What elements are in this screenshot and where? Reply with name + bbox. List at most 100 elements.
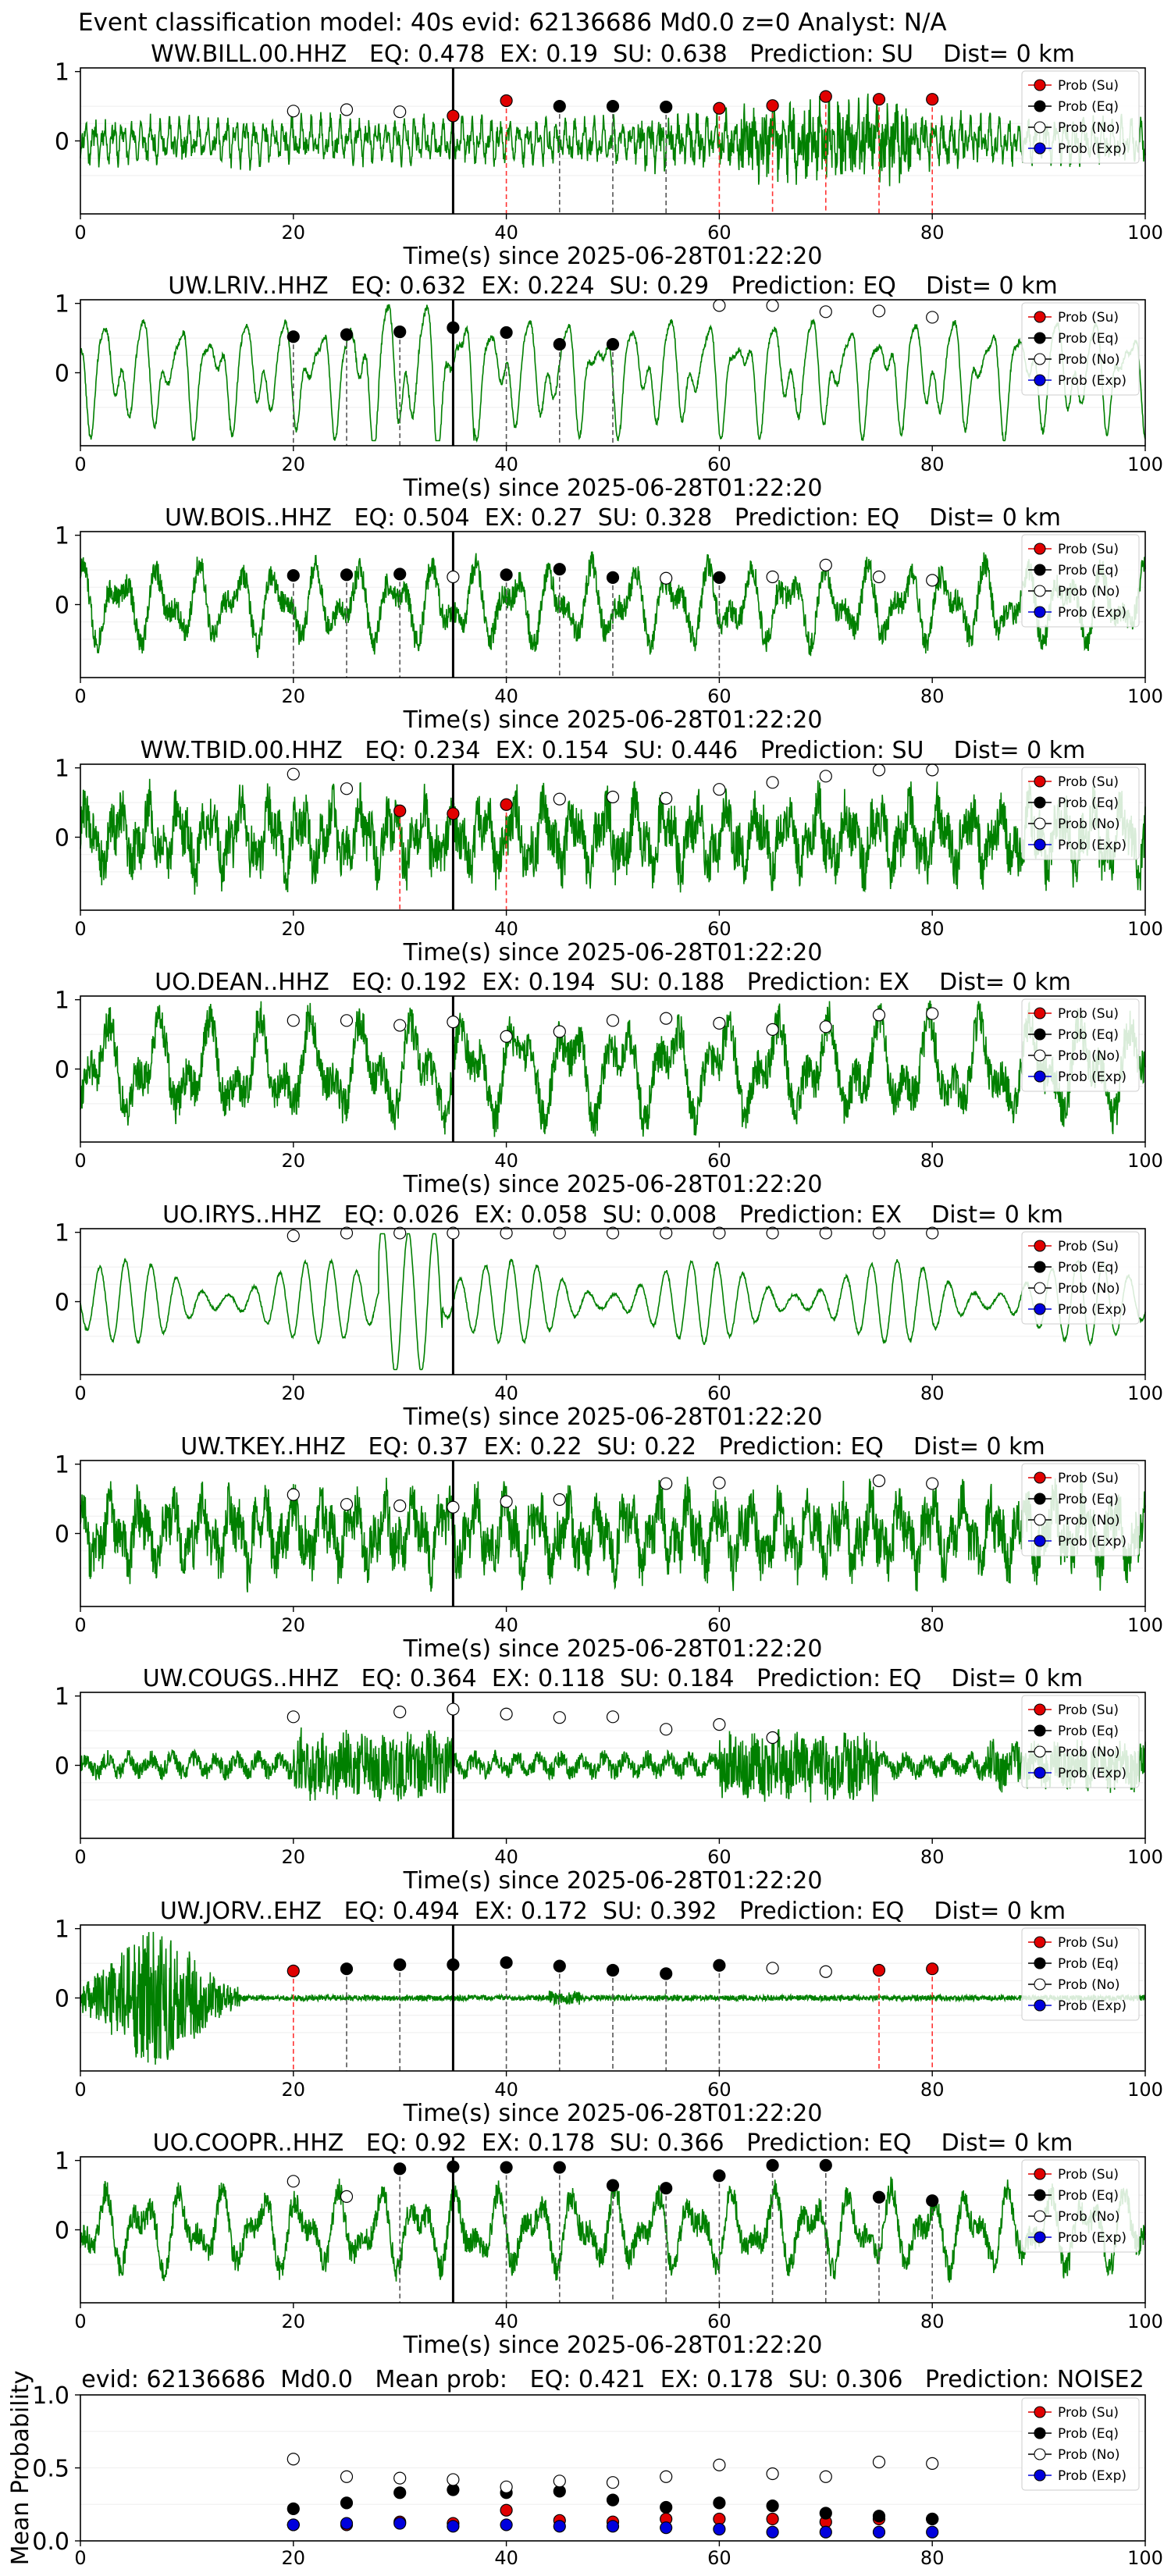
legend-box: [1021, 302, 1140, 396]
summary-title: evid: 62136686 Md0.0 Mean prob: EQ: 0.42…: [81, 2366, 1144, 2393]
legend-label: Prob (Exp): [1058, 2468, 1127, 2484]
legend-marker-eq: [1034, 1724, 1046, 1737]
waveform-panel-7: UW.TKEY..HHZ EQ: 0.37 EX: 0.22 SU: 0.22 …: [55, 1433, 1163, 1663]
prob-point-no: [287, 105, 300, 118]
waveform-trace: [80, 551, 1146, 658]
y-tick-label: 0: [55, 1753, 69, 1781]
prob-point-no: [819, 305, 832, 318]
legend-label: Prob (No): [1058, 584, 1120, 600]
y-tick-label: 1: [55, 987, 69, 1015]
prob-point-no: [713, 1226, 726, 1240]
prob-point-no: [660, 1723, 673, 1736]
legend-label: Prob (No): [1058, 817, 1120, 832]
mean-point-no: [287, 2453, 300, 2466]
panel-title: WW.BILL.00.HHZ EQ: 0.478 EX: 0.19 SU: 0.…: [151, 41, 1075, 68]
x-tick-label: 20: [282, 1846, 306, 1868]
waveform-trace: [80, 1476, 1146, 1592]
prob-point-eq: [340, 1962, 354, 1976]
waveform-panel-1: WW.BILL.00.HHZ EQ: 0.478 EX: 0.19 SU: 0.…: [55, 41, 1163, 270]
prob-point-no: [872, 1474, 886, 1488]
mean-point-eq: [660, 2500, 673, 2514]
prob-point-no: [872, 1009, 886, 1022]
prob-point-no: [340, 1014, 354, 1027]
mean-point-no: [393, 2471, 407, 2485]
prob-point-no: [660, 1012, 673, 1025]
prob-point-no: [447, 1015, 460, 1029]
legend-label: Prob (No): [1058, 1048, 1120, 1064]
legend-marker-eq: [1034, 796, 1046, 809]
x-tick-label: 20: [282, 2311, 306, 2332]
y-tick-label: 0.0: [32, 2528, 69, 2556]
waveform-panel-6: UO.IRYS..HHZ EQ: 0.026 EX: 0.058 SU: 0.0…: [55, 1201, 1163, 1431]
legend-marker-exp: [1034, 1999, 1046, 2012]
mean-point-eq: [287, 2502, 300, 2515]
mean-point-no: [500, 2480, 513, 2493]
legend-marker-su: [1034, 2406, 1046, 2418]
legend-marker-no: [1034, 1745, 1046, 1758]
legend-label: Prob (Eq): [1058, 331, 1119, 347]
prob-point-eq: [553, 563, 566, 576]
prob-point-no: [393, 1706, 407, 1719]
prob-point-eq: [713, 2169, 726, 2183]
x-tick-label: 20: [282, 1382, 306, 1404]
waveform-panel-5: UO.DEAN..HHZ EQ: 0.192 EX: 0.194 SU: 0.1…: [55, 969, 1163, 1198]
mean-point-exp: [819, 2525, 832, 2539]
y-tick-label: 0: [55, 129, 69, 156]
prob-point-no: [766, 1023, 779, 1036]
x-tick-label: 80: [920, 1846, 945, 1868]
x-tick-label: 20: [282, 222, 306, 244]
mean-point-eq: [393, 2486, 407, 2500]
x-tick-label: 80: [920, 2311, 945, 2332]
legend-label: Prob (No): [1058, 1745, 1120, 1760]
legend-box: [1021, 70, 1140, 164]
legend-label: Prob (Exp): [1058, 1069, 1127, 1085]
legend-box: [1021, 998, 1140, 1092]
y-tick-label: 0.5: [32, 2456, 69, 2483]
prob-point-no: [660, 1226, 673, 1240]
legend-label: Prob (Eq): [1058, 2188, 1119, 2204]
waveform-trace: [80, 1233, 1146, 1371]
x-tick-label: 60: [707, 1614, 731, 1636]
legend-box: [1021, 2397, 1140, 2491]
prob-point-no: [500, 1226, 513, 1240]
prob-point-eq: [606, 99, 620, 113]
legend-marker-eq: [1034, 100, 1046, 112]
legend-marker-eq: [1034, 2427, 1046, 2439]
prob-point-no: [872, 1226, 886, 1240]
legend-label: Prob (Exp): [1058, 605, 1127, 621]
waveform-panel-9: UW.JORV..EHZ EQ: 0.494 EX: 0.172 SU: 0.3…: [55, 1898, 1163, 2127]
prob-point-eq: [287, 330, 300, 343]
x-axis-label: Time(s) since 2025-06-28T01:22:20: [403, 475, 823, 502]
prob-point-eq: [500, 1956, 513, 1969]
prob-point-no: [926, 763, 939, 777]
prob-point-no: [553, 792, 566, 806]
prob-point-su: [872, 93, 886, 106]
legend-marker-su: [1034, 311, 1046, 323]
legend-marker-exp: [1034, 1070, 1046, 1083]
prob-point-su: [926, 1962, 939, 1976]
panel-title: UW.LRIV..HHZ EQ: 0.632 EX: 0.224 SU: 0.2…: [168, 272, 1058, 300]
x-tick-label: 60: [707, 222, 731, 244]
x-tick-label: 0: [74, 1382, 86, 1404]
x-tick-label: 20: [282, 685, 306, 707]
x-axis-label: Time(s) since 2025-06-28T01:22:20: [403, 2100, 823, 2127]
legend-label: Prob (Su): [1058, 774, 1119, 790]
mean-point-eq: [926, 2512, 939, 2526]
legend-label: Prob (Exp): [1058, 838, 1127, 853]
x-tick-label: 40: [494, 454, 518, 475]
x-tick-label: 0: [74, 685, 86, 707]
legend-box: [1021, 2159, 1140, 2253]
legend-marker-su: [1034, 79, 1046, 91]
x-tick-label: 40: [494, 1846, 518, 1868]
prob-point-no: [553, 1226, 566, 1240]
legend: Prob (Su) Prob (Eq) Prob (No) Prob (Exp): [1021, 1231, 1140, 1325]
prob-point-no: [660, 571, 673, 585]
mean-point-eq: [340, 2496, 354, 2510]
prob-point-su: [713, 101, 726, 115]
prob-point-no: [393, 1019, 407, 1032]
y-tick-label: 0: [55, 1521, 69, 1549]
mean-point-no: [606, 2476, 620, 2489]
x-tick-label: 60: [707, 1846, 731, 1868]
y-axis-label: Mean Probability: [7, 2371, 34, 2566]
y-tick-label: 0: [55, 592, 69, 620]
